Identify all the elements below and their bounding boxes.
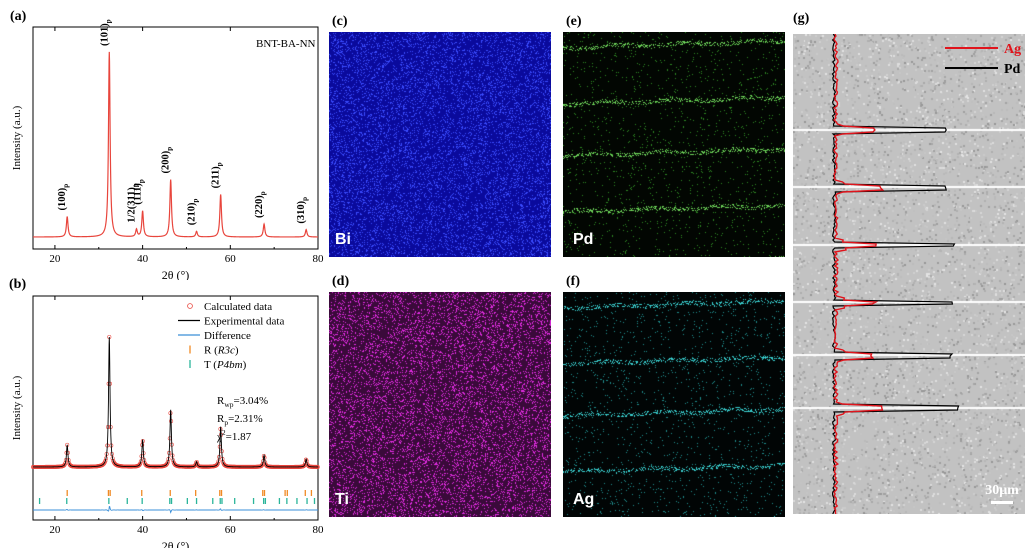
legend-entry: T (P4bm) [204,359,247,371]
peak-label: (200)p [161,147,174,174]
legend-entry: Difference [204,330,251,342]
sample-label: BNT-BA-NN [256,38,316,50]
pd-map-label: Pd [573,231,594,248]
calculated-point [103,458,108,463]
panel-label-b: (b) [9,277,27,292]
legend-entry: Experimental data [204,316,284,328]
x-tick-label: 80 [313,524,325,536]
peak-label: (310)p [296,197,309,224]
ag-map-label: Ag [573,491,595,508]
fit-statistic: χ2=1.87 [216,428,252,443]
experimental-line [33,336,319,468]
difference-line [33,506,318,514]
linescan-legend-label: Ag [1004,42,1021,57]
panel-label-f: (f) [566,274,580,289]
linescan-profiles: Ag Pd [831,34,1021,514]
ag-map-image [563,292,785,517]
pd-element-map: Pd [563,32,785,257]
xrd-line [33,51,318,238]
ti-map-label: Ti [335,491,349,508]
scale-bar-label: 30μm [985,483,1019,498]
legend-entry: R (R3c) [204,345,239,357]
y-axis-label: Intensity (a.u.) [11,375,23,440]
x-tick-label: 80 [313,253,325,265]
legend-marker-circle [187,303,193,309]
peak-label: (220)p [254,191,267,218]
peak-label: 1/2(311)p [126,183,139,223]
ag-linescan [832,34,885,514]
sem-micrograph [793,34,1025,514]
panel-label-g: (g) [793,11,810,26]
panel-label-e: (e) [566,14,582,29]
bi-element-map: Bi [329,32,551,257]
pd-map-image [563,32,785,257]
linescan-legend-label: Pd [1004,62,1021,77]
peak-label: (111)p [133,179,146,205]
rietveld-refinement-chart: 20 40 60 80 2θ (°) Intensity (a.u.) Calculated… [11,295,325,548]
x-tick-label: 60 [225,253,237,265]
plot-frame [32,26,319,250]
x-tick-label: 20 [49,253,61,265]
x-tick-label: 40 [137,253,149,265]
scale-bar: 30μm [979,483,1025,504]
fit-statistic: Rwp=3.04% [217,395,268,409]
x-tick-label: 20 [49,524,61,536]
peak-label: (100)p [57,184,70,211]
x-axis-label: 2θ (°) [162,268,190,280]
x-tick-label: 60 [225,524,237,536]
chart-a-plot-area: 20 40 60 80 2θ (°) Intensity (a.u.) BNT-BA-NN (… [11,19,324,280]
panel-label-a: (a) [10,9,27,24]
scale-bar-line [991,501,1013,504]
legend-entry: Calculated data [204,301,272,313]
ti-map-image [329,292,551,517]
x-axis-label: 2θ (°) [162,539,190,548]
calculated-point [138,461,143,466]
sem-linescan-panel: Ag Pd 30μm [793,34,1025,514]
calculated-point [100,462,105,467]
peak-label: (211)p [211,162,224,188]
calculated-point [61,463,66,468]
calculated-point [61,463,66,468]
y-axis-label: Intensity (a.u.) [11,105,23,170]
plot-frame [32,295,319,521]
chart-b-plot-area: 20 40 60 80 2θ (°) Intensity (a.u.) Calculated… [11,295,325,548]
fit-statistic: Rp=2.31% [217,413,263,427]
panel-label-c: (c) [332,14,348,29]
bi-map-image [329,32,551,257]
x-tick-label: 40 [137,524,149,536]
pd-linescan [831,34,960,514]
calculated-point [215,461,220,466]
xrd-pattern-chart: 20 40 60 80 2θ (°) Intensity (a.u.) BNT-BA-NN (… [11,19,324,280]
peak-label: (210)p [187,199,200,226]
bi-map-label: Bi [335,231,351,248]
peak-label: (101)p [99,19,112,46]
ti-element-map: Ti [329,292,551,517]
panel-label-d: (d) [332,274,350,289]
ag-element-map: Ag [563,292,785,517]
